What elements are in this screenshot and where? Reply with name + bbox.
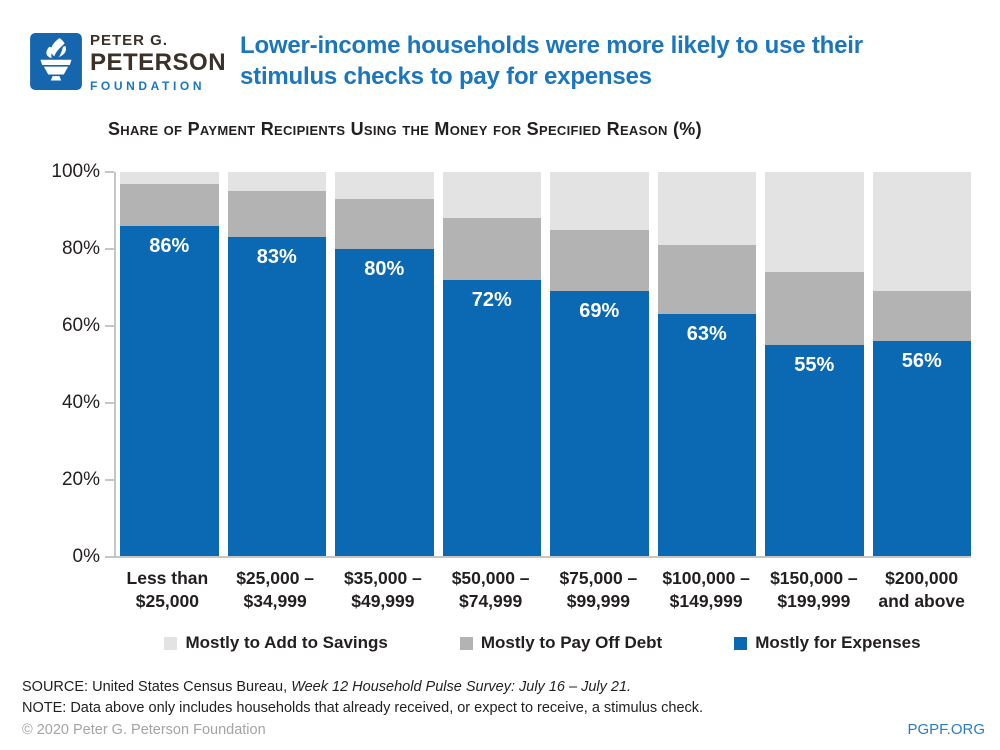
segment-savings <box>227 172 326 192</box>
logo-line-peter-g: PETER G. <box>90 32 169 49</box>
segment-savings <box>550 172 649 230</box>
segment-debt <box>335 198 434 249</box>
pgpf-org-link[interactable]: PGPF.ORG <box>907 721 985 738</box>
segment-expenses: 56% <box>872 340 971 556</box>
y-axis-tick-label: 40% <box>61 392 100 413</box>
segment-expenses: 80% <box>335 248 434 556</box>
legend-swatch-savings-icon <box>164 636 178 650</box>
x-axis-category-label: $25,000 – $34,999 <box>236 568 315 611</box>
legend-label-debt: Mostly to Pay Off Debt <box>480 633 663 652</box>
stacked-bar: 56% <box>872 172 971 556</box>
stacked-bar: 69% <box>550 172 649 556</box>
page-title-line2: stimulus checks to pay for expenses <box>240 63 652 90</box>
bar-value-label: 55% <box>794 353 835 376</box>
x-axis-category-label: $50,000 – $74,999 <box>451 568 530 611</box>
y-axis-tick-label: 80% <box>61 238 100 259</box>
stacked-bar: 80% <box>335 172 434 556</box>
x-axis-category-label: Less than $25,000 <box>126 568 209 611</box>
stacked-bar: 86% <box>120 172 219 556</box>
segment-expenses: 55% <box>765 344 864 556</box>
y-axis-tick-mark <box>105 171 114 173</box>
segment-expenses: 83% <box>227 237 326 556</box>
legend-item-expenses: Mostly for Expenses <box>734 633 921 653</box>
segment-savings <box>657 172 756 245</box>
legend-label-savings: Mostly to Add to Savings <box>185 633 388 652</box>
segment-savings <box>335 172 434 199</box>
stacked-bar: 83% <box>227 172 326 556</box>
y-axis-tick-label: 100% <box>51 161 100 182</box>
segment-expenses: 86% <box>120 225 219 556</box>
bar-value-label: 83% <box>256 246 297 269</box>
source-citation: Week 12 Household Pulse Survey: July 16 … <box>291 679 632 695</box>
segment-expenses: 63% <box>657 314 756 556</box>
data-note: NOTE: Data above only includes household… <box>22 700 704 716</box>
x-axis-category-label: $100,000 – $149,999 <box>662 568 750 611</box>
y-axis-tick-mark <box>105 402 114 404</box>
x-axis-category-label: $200,000 and above <box>878 568 965 611</box>
stacked-bar: 63% <box>657 172 756 556</box>
y-axis-tick-label: 60% <box>61 315 100 336</box>
segment-debt <box>120 183 219 226</box>
logo-line-foundation: FOUNDATION <box>90 79 206 93</box>
segment-debt <box>872 291 971 341</box>
bar-value-label: 69% <box>579 300 620 323</box>
segment-savings <box>872 172 971 292</box>
source-label: SOURCE: <box>22 679 93 695</box>
segment-debt <box>227 191 326 238</box>
copyright-text: © 2020 Peter G. Peterson Foundation <box>22 722 266 738</box>
segment-debt <box>765 271 864 345</box>
bar-value-label: 86% <box>149 234 190 257</box>
plot-area: 86% 83% 80% 72% 69% 63% 55% 56% <box>114 172 971 558</box>
logo-wordmark: PETER G. PETERSON FOUNDATION <box>90 33 226 92</box>
bar-value-label: 56% <box>901 349 942 372</box>
source-note: SOURCE: United States Census Bureau, Wee… <box>22 679 631 695</box>
x-axis-category-label: $35,000 – $49,999 <box>343 568 422 611</box>
x-axis-category-label: $75,000 – $99,999 <box>559 568 638 611</box>
segment-debt <box>657 244 756 315</box>
y-axis-tick-mark <box>105 248 114 250</box>
y-axis-tick-mark <box>105 556 114 558</box>
y-axis-tick-mark <box>105 479 114 481</box>
legend-item-savings: Mostly to Add to Savings <box>164 633 388 653</box>
logo-line-peterson: PETERSON <box>90 49 227 76</box>
page-title-line1: Lower-income households were more likely… <box>240 32 863 59</box>
segment-savings <box>442 172 541 219</box>
stacked-bar: 72% <box>442 172 541 556</box>
source-text: United States Census Bureau, <box>92 679 292 695</box>
legend-swatch-debt-icon <box>459 636 473 650</box>
y-axis-tick-label: 0% <box>72 546 100 567</box>
pgpf-torch-logo-icon <box>30 33 82 90</box>
chart-title: Share of Payment Recipients Using the Mo… <box>108 119 702 139</box>
y-axis-tick-mark <box>105 325 114 327</box>
bar-value-label: 72% <box>471 288 512 311</box>
legend-label-expenses: Mostly for Expenses <box>755 633 921 652</box>
segment-savings <box>120 172 219 184</box>
segment-debt <box>550 229 649 292</box>
segment-expenses: 69% <box>550 291 649 556</box>
bar-value-label: 80% <box>364 257 405 280</box>
x-axis-category-label: $150,000 – $199,999 <box>770 568 858 611</box>
bar-value-label: 63% <box>686 323 727 346</box>
segment-expenses: 72% <box>442 279 541 556</box>
segment-savings <box>765 172 864 272</box>
legend-item-debt: Mostly to Pay Off Debt <box>459 633 663 653</box>
y-axis-tick-label: 20% <box>61 469 100 490</box>
legend-swatch-expenses-icon <box>734 636 748 650</box>
stacked-bar: 55% <box>765 172 864 556</box>
chart-legend: Mostly to Add to Savings Mostly to Pay Of… <box>114 633 971 653</box>
page-title: Lower-income households were more likely… <box>240 30 863 92</box>
x-axis: Less than $25,000 $25,000 – $34,999 $35,000 … <box>118 567 971 613</box>
segment-debt <box>442 218 541 280</box>
